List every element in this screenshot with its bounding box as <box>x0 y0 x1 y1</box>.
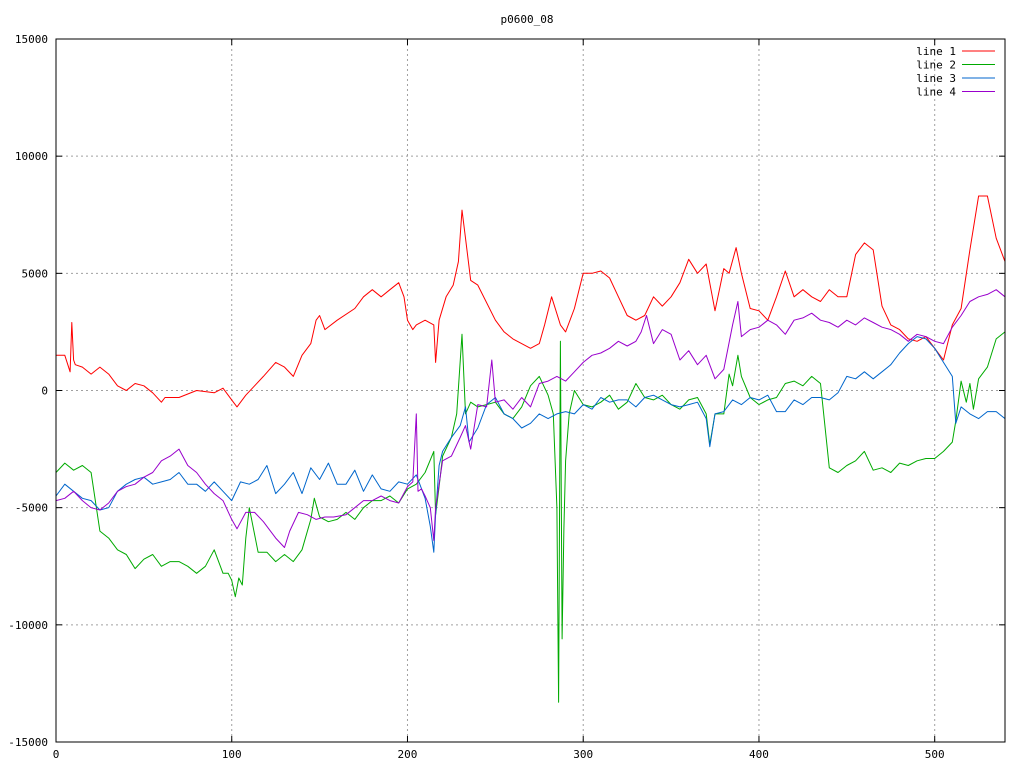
y-tick-label: -5000 <box>15 502 48 515</box>
series-line-4 <box>55 289 1006 548</box>
series-line-1 <box>56 195 1006 408</box>
x-tick-label: 0 <box>53 748 60 761</box>
chart-title: p0600_08 <box>501 13 554 26</box>
axis-ticks: 0 100 200 300 400 500 -15000 -10000 -5000 0 5000 10… <box>8 33 1005 761</box>
x-tick-label: 500 <box>925 748 945 761</box>
x-tick-label: 200 <box>398 748 418 761</box>
x-tick-label: 400 <box>749 748 769 761</box>
y-tick-label: -15000 <box>8 736 48 749</box>
y-tick-label: -10000 <box>8 619 48 632</box>
legend-label: line 3 <box>916 72 956 85</box>
y-tick-label: 0 <box>41 385 48 398</box>
series-line-3 <box>55 336 1006 553</box>
legend-label: line 2 <box>916 59 956 72</box>
legend-label: line 1 <box>916 45 956 58</box>
series-group <box>55 195 1006 703</box>
grid <box>56 39 1005 742</box>
legend-label: line 4 <box>916 86 956 99</box>
y-tick-label: 15000 <box>15 33 48 46</box>
x-tick-label: 100 <box>222 748 242 761</box>
y-tick-label: 10000 <box>15 150 48 163</box>
x-tick-label: 300 <box>573 748 593 761</box>
y-tick-label: 5000 <box>22 267 49 280</box>
series-line-2 <box>55 331 1006 703</box>
